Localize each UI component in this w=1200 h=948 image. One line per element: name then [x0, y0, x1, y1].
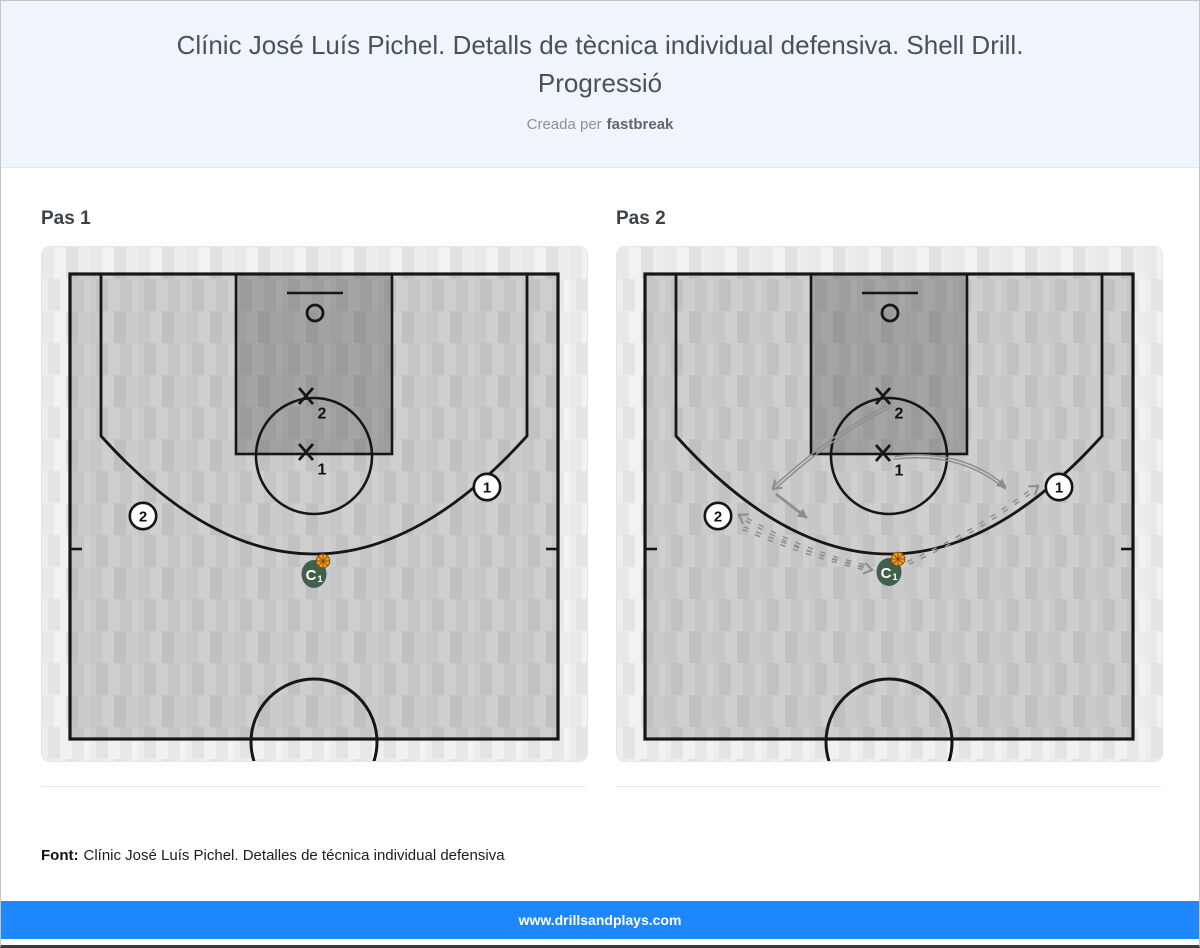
source-prefix: Font:	[41, 847, 79, 865]
byline: Creada per fastbreak	[41, 116, 1159, 133]
basketball-icon	[890, 552, 906, 567]
panel-title: Pas 2	[616, 208, 666, 230]
pass-coach-to-2	[737, 513, 865, 569]
defender-x2: 2	[297, 387, 327, 423]
svg-text:C: C	[306, 567, 317, 584]
defender-x1: 1	[297, 443, 327, 479]
svg-text:1: 1	[1055, 480, 1063, 497]
svg-text:1: 1	[483, 480, 491, 497]
byline-prefix: Creada per	[526, 116, 602, 134]
svg-text:2: 2	[895, 406, 904, 423]
panel-divider	[41, 786, 586, 788]
svg-text:2: 2	[139, 509, 147, 526]
svg-text:C: C	[881, 565, 892, 582]
player-2: 2	[703, 501, 733, 531]
page-title: Clínic José Luís Pichel. Detalls de tècn…	[176, 30, 1024, 98]
source-text: Clínic José Luís Pichel. Detalles de téc…	[83, 847, 505, 865]
svg-text:2: 2	[318, 406, 327, 423]
player-1: 1	[472, 472, 502, 502]
x2-closeout-move	[771, 405, 891, 492]
x2-drop-move	[775, 493, 808, 520]
pass-coach-to-1	[906, 484, 1040, 566]
page-header: Clínic José Luís Pichel. Detalls de tècn…	[1, 1, 1199, 169]
footer-gap	[1, 939, 1199, 945]
svg-text:1: 1	[318, 462, 327, 479]
source-note: Font: Clínic José Luís Pichel. Detalles d…	[41, 847, 1159, 864]
byline-author: fastbreak	[606, 116, 674, 134]
svg-text:1: 1	[317, 574, 323, 585]
defender-x1: 1	[874, 444, 904, 480]
pass-2-to-coach	[742, 526, 874, 576]
player-2: 2	[128, 501, 158, 531]
svg-text:1: 1	[895, 463, 904, 480]
svg-text:2: 2	[714, 509, 722, 526]
footer-url[interactable]: www.drillsandplays.com	[518, 912, 682, 928]
basketball-icon	[315, 554, 331, 569]
footer-bar[interactable]: www.drillsandplays.com	[1, 901, 1199, 939]
player-1: 1	[1044, 472, 1074, 502]
panel-divider	[616, 786, 1161, 788]
panel-title: Pas 1	[41, 208, 91, 230]
x1-closeout-move	[893, 454, 1007, 491]
defender-x2: 2	[874, 387, 904, 423]
svg-text:1: 1	[892, 572, 898, 583]
